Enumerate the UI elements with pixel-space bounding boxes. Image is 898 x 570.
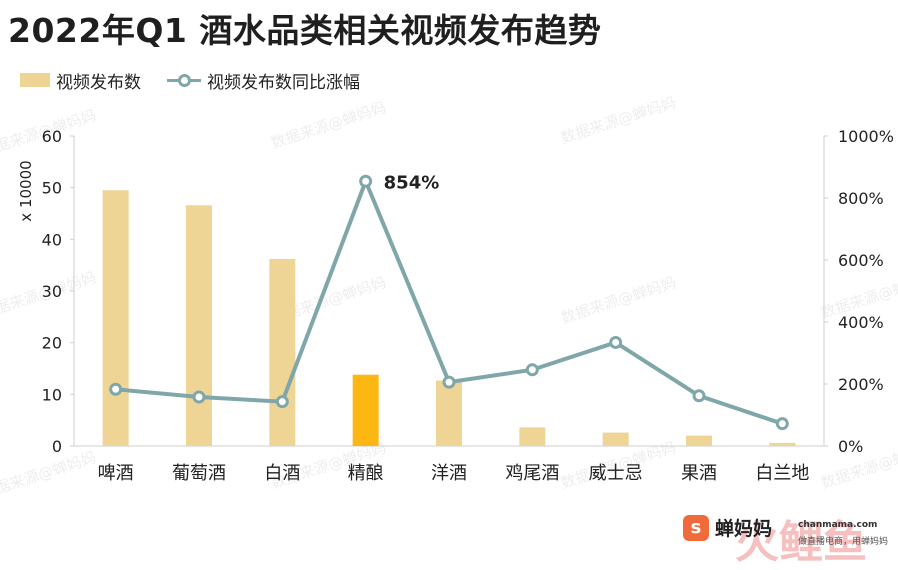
growth-point-啤酒 (109, 382, 123, 396)
bar-洋酒 (436, 380, 462, 446)
watermark-text: 数据来源@蝉妈妈 (559, 93, 679, 147)
growth-point-精酿 (359, 174, 373, 188)
growth-point-威士忌 (609, 335, 623, 349)
bar-威士忌 (602, 432, 629, 446)
growth-point-葡萄酒 (192, 390, 206, 404)
bar-葡萄酒 (186, 205, 212, 446)
y-tick-label: 10 (42, 385, 62, 404)
y2-tick-label: 0% (838, 437, 863, 456)
legend-bar-swatch (20, 73, 50, 87)
legend-item-line: 视频发布数同比涨幅 (167, 68, 360, 93)
brand-name: 蝉妈妈 (715, 518, 773, 540)
legend-line-swatch (167, 73, 201, 87)
y2-tick-label: 200% (838, 375, 884, 394)
brand-url: chanmama.com (798, 520, 878, 530)
y2-tick-label: 600% (838, 251, 884, 270)
x-tick-label: 洋酒 (431, 463, 467, 484)
bar-果酒 (686, 435, 712, 446)
x-tick-label: 葡萄酒 (172, 463, 226, 484)
bar-精酿 (352, 374, 379, 446)
growth-point-白兰地 (775, 417, 789, 431)
bar-啤酒 (102, 190, 129, 446)
brand-logo-icon: s (683, 514, 709, 541)
y-tick-label: 40 (42, 230, 62, 249)
watermark-text: 数据来源@蝉妈妈 (269, 98, 389, 152)
legend-item-bar: 视频发布数 (20, 68, 141, 93)
chart-title: 2022年Q1 酒水品类相关视频发布趋势 (8, 11, 602, 50)
x-tick-label: 威士忌 (589, 463, 643, 484)
x-tick-label: 白兰地 (755, 463, 809, 484)
watermark-text: 数据来源@蝉妈妈 (0, 448, 98, 502)
y-tick-label: 30 (42, 282, 62, 301)
legend-bar-label: 视频发布数 (56, 72, 141, 93)
y-tick-label: 20 (42, 334, 62, 353)
y-tick-label: 60 (42, 127, 62, 146)
x-tick-label: 果酒 (681, 463, 717, 484)
growth-point-白酒 (275, 395, 289, 409)
x-tick-label: 精酿 (348, 463, 384, 484)
x-tick-label: 白酒 (264, 463, 300, 484)
y2-tick-label: 400% (838, 313, 884, 332)
growth-point-鸡尾酒 (525, 363, 539, 377)
legend: 视频发布数 视频发布数同比涨幅 (20, 68, 386, 93)
y2-tick-label: 1000% (838, 127, 894, 146)
growth-point-洋酒 (442, 375, 456, 389)
bar-白兰地 (769, 442, 796, 446)
brand-logo-group: s 蝉妈妈 (683, 514, 772, 541)
legend-line-label: 视频发布数同比涨幅 (207, 72, 360, 93)
watermark-text: 数据来源@蝉妈妈 (559, 273, 679, 327)
x-tick-label: 鸡尾酒 (505, 463, 559, 484)
y-axis-label: x 10000 (17, 160, 35, 221)
y2-tick-label: 800% (838, 189, 884, 208)
y-tick-label: 50 (42, 179, 62, 198)
brand-slogan: 做直播电商，用蝉妈妈 (798, 537, 889, 547)
y-tick-label: 0 (52, 437, 62, 456)
bar-鸡尾酒 (519, 427, 546, 446)
x-tick-label: 啤酒 (98, 463, 134, 484)
growth-point-果酒 (692, 389, 706, 403)
data-label-peak: 854% (384, 172, 440, 193)
bar-白酒 (269, 258, 296, 446)
